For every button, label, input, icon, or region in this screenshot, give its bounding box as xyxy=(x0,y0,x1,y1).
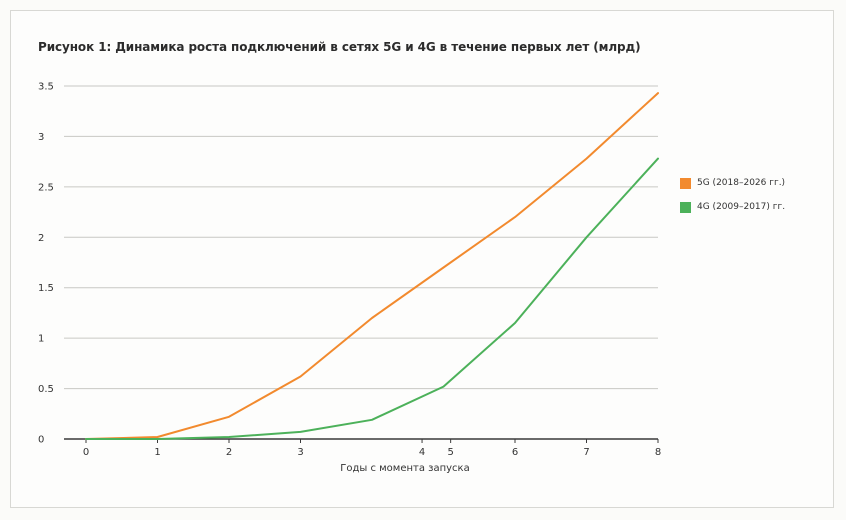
legend: 5G (2018–2026 гг.) 4G (2009–2017) гг. xyxy=(680,176,785,224)
chart-frame xyxy=(10,10,834,508)
legend-swatch-5g xyxy=(680,177,691,189)
x-tick-label-5: 5 xyxy=(447,447,453,458)
y-tick-label-3: 1.5 xyxy=(38,283,54,294)
y-tick-label-5: 2.5 xyxy=(38,182,54,193)
y-tick-label-1: 0.5 xyxy=(38,384,54,395)
x-tick-label-4: 4 xyxy=(419,447,425,458)
legend-item-4g: 4G (2009–2017) гг. xyxy=(680,200,785,214)
x-tick-label-0: 0 xyxy=(83,447,89,458)
y-tick-label-6: 3 xyxy=(38,132,44,143)
y-tick-label-0: 0 xyxy=(38,435,44,446)
legend-item-5g: 5G (2018–2026 гг.) xyxy=(680,176,785,190)
x-axis: 0 1 2 3 4 5 6 7 8 xyxy=(64,438,661,458)
series-lines xyxy=(85,92,659,440)
x-tick-label-3: 3 xyxy=(297,447,303,458)
grid-lines xyxy=(64,85,658,390)
legend-swatch-4g xyxy=(680,201,691,213)
series-line-1 xyxy=(85,157,659,440)
x-tick-label-1: 1 xyxy=(154,447,160,458)
chart-title: Рисунок 1: Динамика роста подключений в … xyxy=(38,40,641,54)
x-tick-label-8: 8 xyxy=(655,447,661,458)
x-tick-label-6: 6 xyxy=(512,447,518,458)
legend-label-5g: 5G (2018–2026 гг.) xyxy=(697,178,786,188)
x-tick-label-7: 7 xyxy=(583,447,589,458)
y-tick-label-2: 1 xyxy=(38,334,44,345)
y-tick-label-7: 3.5 xyxy=(38,82,54,93)
y-axis-ticks: 0 0.5 1 1.5 2 2.5 3 3.5 xyxy=(38,82,54,446)
legend-label-4g: 4G (2009–2017) гг. xyxy=(697,202,786,212)
x-axis-label: Годы с момента запуска xyxy=(340,463,469,474)
x-tick-label-2: 2 xyxy=(226,447,232,458)
series-line-0 xyxy=(85,92,659,440)
y-tick-label-4: 2 xyxy=(38,233,44,244)
